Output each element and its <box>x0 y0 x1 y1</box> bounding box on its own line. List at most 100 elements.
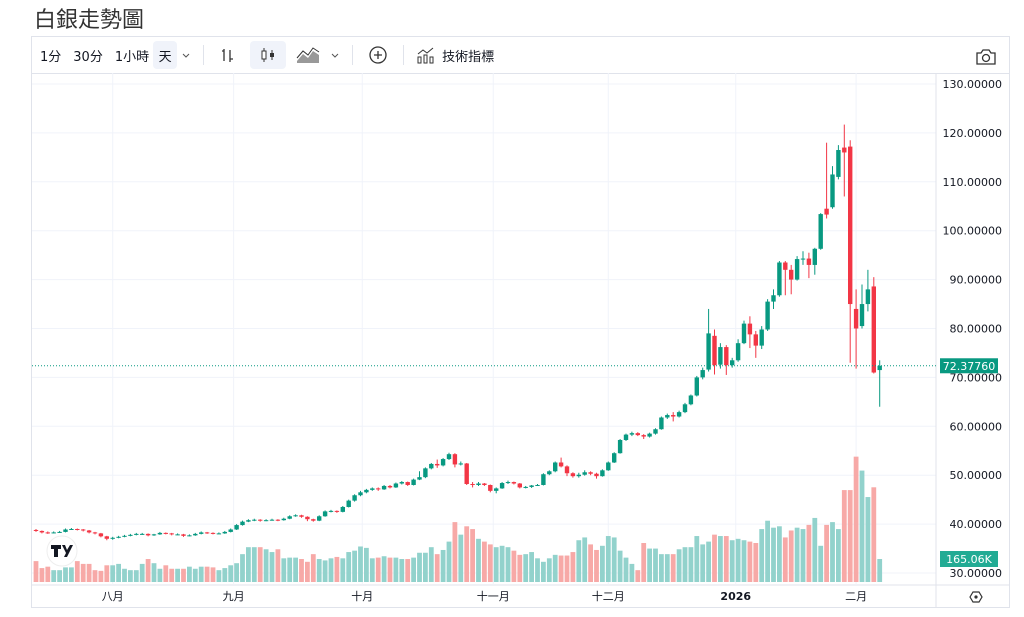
candle <box>800 251 806 265</box>
interval-1hour-button[interactable]: 1小時 <box>114 49 150 65</box>
candle <box>110 536 115 540</box>
interval-1min-button[interactable]: 1分 <box>40 49 62 65</box>
indicators-label: 技術指標 <box>442 49 495 65</box>
volume-bar <box>464 526 470 582</box>
toolbar-divider <box>352 45 354 65</box>
candle-body <box>865 289 871 305</box>
volume-bar <box>92 570 98 582</box>
volume-bar <box>712 534 717 582</box>
volume-bar <box>647 548 652 582</box>
candle-body <box>440 459 446 466</box>
candle-body <box>387 485 393 488</box>
volume-bar <box>358 546 363 582</box>
candle-body <box>612 453 617 463</box>
volume-bar <box>234 563 239 582</box>
chart-widget: 1分 30分 1小時 天 技術指標 <box>31 36 1010 608</box>
candle <box>328 509 334 513</box>
candle-body <box>676 412 682 417</box>
candle-body <box>588 472 593 474</box>
candle <box>334 510 340 513</box>
candle <box>523 485 528 489</box>
tradingview-logo[interactable] <box>46 535 78 567</box>
candle-body <box>458 463 463 465</box>
candle <box>482 483 487 486</box>
candle <box>735 339 741 362</box>
interval-30min-button[interactable]: 30分 <box>73 49 103 65</box>
candle-body <box>853 308 859 329</box>
candle <box>570 472 576 478</box>
time-tick-label: 十一月 <box>477 589 510 603</box>
volume-bar <box>859 470 865 582</box>
candle-body <box>730 360 735 366</box>
candle <box>865 269 871 312</box>
candle <box>794 256 800 281</box>
volume-bar <box>246 547 251 582</box>
volume-bar <box>269 552 275 582</box>
candle <box>564 465 570 477</box>
candle <box>104 535 109 541</box>
candle <box>417 471 422 481</box>
candle-body <box>753 334 758 346</box>
candle <box>269 518 275 521</box>
price-tick-label: 100.00000 <box>943 225 1003 238</box>
price-tick-label: 30.00000 <box>950 567 1003 580</box>
candle-body <box>470 484 475 486</box>
candle <box>806 252 812 279</box>
candle-body <box>39 530 45 533</box>
candle-body <box>145 533 151 536</box>
candle <box>499 482 505 489</box>
candle <box>376 487 381 491</box>
volume-bar <box>594 549 599 582</box>
candle <box>653 428 658 435</box>
candle-body <box>429 463 434 469</box>
last-volume-label: 165.06K <box>940 551 998 567</box>
volume-bar <box>122 568 127 582</box>
volume-bar <box>824 524 829 582</box>
candlestick-chart-type-button[interactable] <box>250 41 287 69</box>
indicators-button[interactable]: 技術指標 <box>412 41 498 69</box>
candle-body <box>635 433 640 436</box>
candle-body <box>848 146 853 305</box>
candle <box>240 520 245 526</box>
volume-bar <box>187 566 192 582</box>
area-chart-type-button[interactable] <box>290 41 326 69</box>
candle-body <box>877 365 882 371</box>
candle <box>116 535 121 539</box>
volume-bar <box>617 550 623 582</box>
candle <box>671 412 676 422</box>
volume-bar <box>611 537 617 582</box>
candle-body <box>381 485 387 490</box>
bar-chart-type-button[interactable] <box>212 41 244 69</box>
candle <box>39 530 45 534</box>
candle <box>151 533 157 536</box>
candle <box>169 532 174 536</box>
volume-bar <box>340 558 346 582</box>
candle <box>623 433 629 441</box>
interval-day-button[interactable]: 天 <box>153 41 178 69</box>
volume-bar <box>700 544 706 582</box>
candle-body <box>505 482 511 484</box>
settings-button[interactable] <box>969 591 983 603</box>
candle <box>98 532 104 538</box>
candle-body <box>222 531 227 534</box>
candle-body <box>45 532 50 534</box>
candle-body <box>199 532 204 534</box>
candle-body <box>836 150 841 177</box>
candle-body <box>541 474 546 485</box>
compare-add-button[interactable] <box>361 41 395 69</box>
chart-type-dropdown[interactable] <box>326 41 344 69</box>
candle <box>476 482 481 486</box>
volume-bar <box>169 568 175 582</box>
volume-bar <box>411 557 416 582</box>
candle-body <box>435 463 440 466</box>
candle-body <box>789 269 794 280</box>
candle-body <box>464 463 469 485</box>
candle <box>812 247 817 275</box>
snapshot-button[interactable] <box>971 43 1001 71</box>
volume-bar <box>216 570 222 582</box>
volume-bar <box>69 567 74 582</box>
interval-dropdown[interactable] <box>177 41 195 69</box>
volume-bar <box>694 536 700 582</box>
volume-bar <box>346 552 352 582</box>
